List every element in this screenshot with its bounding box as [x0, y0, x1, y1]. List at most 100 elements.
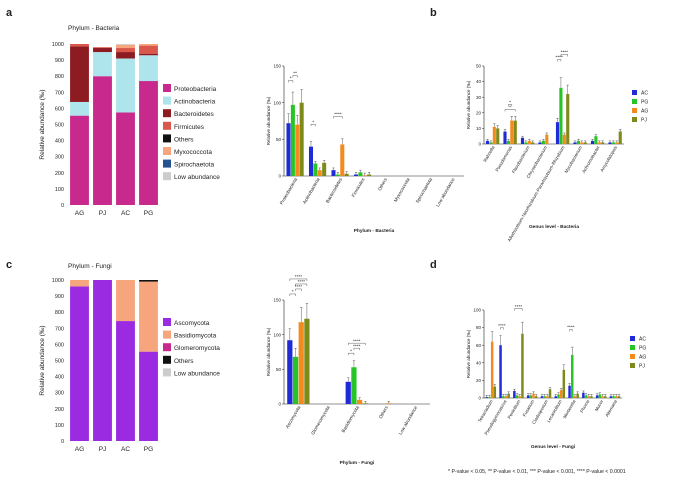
- y-tick-label: 100: [55, 423, 64, 429]
- bar-pj: [603, 396, 607, 398]
- x-tick-label: AG: [75, 210, 84, 217]
- bar-ag: [601, 396, 604, 398]
- x-tick-label: Actinobacteria: [302, 177, 321, 205]
- significance-bracket: [288, 80, 294, 83]
- legend-label: AG: [639, 355, 646, 361]
- x-tick-label: Achromobacter: [581, 145, 601, 174]
- bar-pg: [506, 140, 510, 144]
- y-tick-label: 50: [476, 64, 482, 69]
- stacked-segment-basidiomycota: [70, 280, 89, 287]
- bar-ac: [538, 142, 542, 144]
- significance-label: *: [290, 76, 292, 82]
- chart-a-right: 0 50 100 150 Relative abundance (‰) Proteobac…: [266, 64, 464, 234]
- legend-label: PG: [639, 346, 646, 352]
- y-tick-label: 50: [276, 367, 282, 372]
- x-tick-label: Others: [378, 404, 390, 419]
- bar-ac: [582, 392, 585, 398]
- x-tick-label: Amycolatopsis: [599, 144, 618, 172]
- y-tick-label: 150: [273, 298, 281, 303]
- bar-pj: [304, 318, 310, 404]
- bar-ag: [362, 175, 367, 176]
- x-tick-label: PJ: [99, 210, 107, 217]
- legend-swatch: [632, 99, 637, 104]
- significance-bracket: [295, 288, 302, 291]
- legend-swatch: [163, 96, 171, 105]
- y-tick-label: 500: [55, 359, 64, 365]
- significance-label: ****: [498, 323, 506, 329]
- significance-label: *: [312, 119, 314, 125]
- legend-swatch: [630, 363, 635, 368]
- x-axis-label: Phylum - Fungi: [340, 460, 375, 466]
- stacked-segment-proteobacteria: [139, 81, 158, 205]
- x-tick-label: AC: [121, 446, 130, 453]
- bar-pj: [496, 128, 500, 144]
- legend-label: PJ: [641, 118, 647, 124]
- y-tick-label: 20: [476, 378, 482, 383]
- y-tick-label: 500: [55, 123, 64, 129]
- legend-label: Bacteroidetes: [174, 111, 214, 118]
- bar-pj: [322, 162, 327, 176]
- x-tick-label: Mortierella: [562, 399, 577, 420]
- bar-ac: [573, 142, 577, 144]
- stacked-segment-ascomycota: [116, 321, 135, 441]
- bar-ac: [485, 397, 488, 398]
- legend-label: Actinobacteria: [174, 99, 216, 106]
- panel-label-a: a: [6, 7, 13, 19]
- bar-pj: [507, 393, 510, 398]
- significance-bracket: [569, 329, 573, 332]
- bar-pj: [548, 389, 552, 398]
- significance-bracket: [289, 293, 296, 296]
- y-tick-label: 700: [55, 326, 64, 332]
- legend-swatch: [163, 343, 171, 352]
- significance-bracket: [508, 104, 513, 107]
- bar-ac: [331, 170, 336, 176]
- bar-ac: [353, 174, 359, 176]
- bar-ag: [298, 322, 304, 404]
- significance-label: ****: [353, 343, 361, 349]
- bar-ag: [559, 390, 563, 398]
- x-tick-label: Penicillium: [507, 399, 522, 420]
- legend-swatch: [632, 117, 637, 122]
- y-tick-label: 300: [55, 391, 64, 397]
- significance-bracket: [333, 116, 343, 119]
- significance-label: ****: [353, 338, 361, 344]
- legend-swatch: [630, 354, 635, 359]
- x-tick-label: Myxococcota: [393, 177, 411, 203]
- significance-bracket: [292, 75, 298, 78]
- bar-pg: [559, 87, 563, 144]
- legend-swatch: [163, 330, 171, 339]
- stacked-segment-bacteroidetes: [116, 52, 135, 59]
- x-tick-label: Rahnella: [482, 145, 495, 163]
- legend-swatch: [163, 368, 171, 377]
- significance-bracket: [560, 54, 568, 57]
- stacked-segment-bacteroidetes: [93, 48, 112, 53]
- significance-footnote: * P-value < 0.05, ** P-value < 0.01, ***…: [448, 469, 626, 475]
- significance-bracket: [500, 327, 504, 330]
- y-tick-label: 60: [476, 343, 482, 348]
- y-tick-label: 0: [278, 402, 281, 407]
- y-tick-label: 20: [476, 110, 482, 115]
- legend-swatch: [630, 345, 635, 350]
- y-tick-label: 0: [478, 396, 481, 401]
- y-tick-label: 300: [55, 155, 64, 161]
- bar-pg: [576, 140, 580, 144]
- legend-label: PJ: [639, 364, 645, 370]
- bar-ac: [345, 381, 351, 404]
- bar-pj: [562, 369, 566, 398]
- y-axis-label: Relative abundance (‰): [39, 325, 46, 395]
- legend-swatch: [163, 318, 171, 326]
- bar-ac: [554, 396, 557, 398]
- stacked-segment-ascomycota: [70, 286, 89, 441]
- y-tick-label: 0: [61, 203, 64, 209]
- stacked-segment-low-abundance: [116, 44, 135, 45]
- bar-ac: [503, 131, 507, 144]
- x-tick-label: Fusarium: [522, 399, 536, 418]
- bar-ag: [357, 399, 363, 404]
- bar-pg: [524, 142, 528, 144]
- significance-bracket: [557, 59, 562, 62]
- legend-label: Others: [174, 136, 194, 143]
- legend-label: Low abundance: [174, 174, 220, 181]
- stacked-segment-proteobacteria: [70, 115, 89, 205]
- bar-pg: [594, 136, 598, 144]
